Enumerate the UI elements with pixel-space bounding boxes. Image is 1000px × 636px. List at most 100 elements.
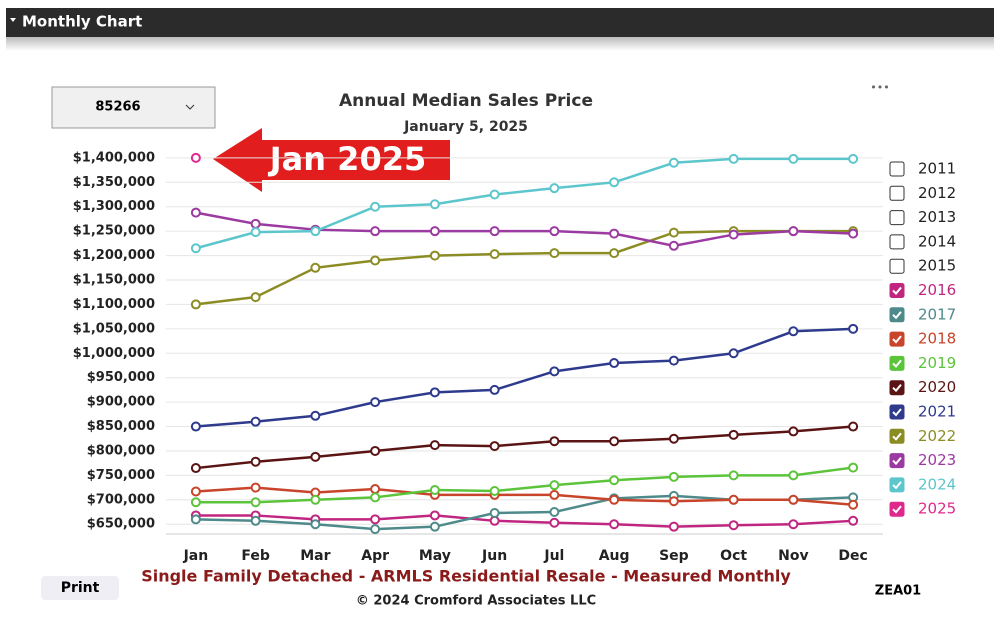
check-mark [892, 359, 902, 368]
point [549, 436, 560, 447]
legend-checkbox[interactable] [889, 331, 905, 347]
point [848, 462, 859, 473]
legend-checkbox[interactable] [889, 477, 905, 493]
point [788, 226, 799, 237]
chevron [185, 104, 195, 110]
point [250, 515, 261, 526]
point [429, 440, 440, 451]
y-tick-label: $1,350,000 [73, 175, 155, 190]
point [489, 226, 500, 237]
point [668, 521, 679, 532]
legend-checkbox[interactable] [889, 355, 905, 371]
y-tick-label: $1,200,000 [73, 248, 155, 263]
point [728, 470, 739, 481]
point [310, 451, 321, 462]
point [549, 507, 560, 518]
series-line [195, 327, 854, 428]
point [429, 226, 440, 237]
legend-label: 2013 [918, 208, 956, 226]
point [549, 366, 560, 377]
x-tick-label: Jan [183, 548, 209, 564]
x-tick-label: Sep [659, 548, 689, 564]
point [549, 489, 560, 500]
check-mark [892, 311, 902, 320]
point [310, 410, 321, 421]
point [609, 519, 620, 530]
point [668, 157, 679, 168]
point [848, 323, 859, 334]
point [609, 248, 620, 259]
check-mark [892, 432, 902, 441]
annotation-arrow [213, 128, 450, 192]
print-label: Print [61, 580, 100, 596]
point [728, 429, 739, 440]
check-mark [892, 335, 902, 344]
point [429, 485, 440, 496]
point [668, 496, 679, 507]
y-tick-label: $1,250,000 [73, 224, 155, 239]
point [190, 421, 201, 432]
check-mark [892, 505, 902, 514]
series-line [195, 466, 854, 504]
point [190, 243, 201, 254]
point [549, 248, 560, 259]
point [728, 520, 739, 531]
chart-footer: Single Family Detached - ARMLS Residenti… [141, 567, 791, 586]
legend-checkbox[interactable] [889, 185, 905, 201]
legend-label: 2014 [918, 232, 956, 250]
point [788, 426, 799, 437]
point [190, 486, 201, 497]
point [370, 226, 381, 237]
legend-checkbox[interactable] [889, 283, 905, 298]
header-shadow [6, 37, 994, 51]
point [668, 471, 679, 482]
legend-checkbox[interactable] [889, 404, 905, 420]
point [190, 463, 201, 474]
legend-checkbox[interactable] [889, 428, 905, 444]
check-mark [892, 481, 902, 490]
point [250, 227, 261, 238]
legend-checkbox[interactable] [889, 210, 905, 226]
series-line [195, 229, 854, 306]
y-tick-label: $1,050,000 [73, 321, 155, 336]
legend-label: 2019 [918, 354, 956, 372]
x-tick-label: Jun [481, 548, 507, 564]
point [429, 387, 440, 398]
legend-label: 2023 [918, 451, 956, 469]
point [489, 515, 500, 526]
y-tick-label: $1,400,000 [73, 150, 155, 165]
series-line [195, 425, 854, 470]
legend-label: 2015 [918, 257, 956, 275]
series-line [195, 211, 854, 248]
legend-checkbox[interactable] [889, 161, 905, 177]
point [370, 524, 381, 535]
point [250, 482, 261, 493]
legend-checkbox[interactable] [889, 258, 905, 274]
point [190, 152, 201, 163]
header-bar [6, 8, 994, 37]
point [549, 226, 560, 237]
point [609, 436, 620, 447]
point [489, 507, 500, 518]
point [370, 255, 381, 266]
point [668, 433, 679, 444]
point [489, 486, 500, 497]
menu-button[interactable]: ••• [870, 81, 889, 94]
point [370, 397, 381, 408]
point [250, 292, 261, 303]
legend-checkbox[interactable] [889, 234, 905, 250]
point [728, 348, 739, 359]
legend-checkbox[interactable] [889, 307, 905, 323]
point [848, 228, 859, 239]
x-tick-label: Aug [599, 548, 630, 564]
point [429, 510, 440, 521]
series-line [195, 157, 854, 250]
point [429, 250, 440, 261]
y-tick-label: $800,000 [87, 443, 155, 458]
legend-checkbox[interactable] [889, 453, 905, 469]
legend-checkbox[interactable] [889, 380, 905, 396]
series-line [195, 486, 854, 506]
collapse-icon[interactable] [10, 18, 16, 22]
print-button[interactable] [41, 576, 119, 600]
legend-checkbox[interactable] [889, 501, 905, 517]
